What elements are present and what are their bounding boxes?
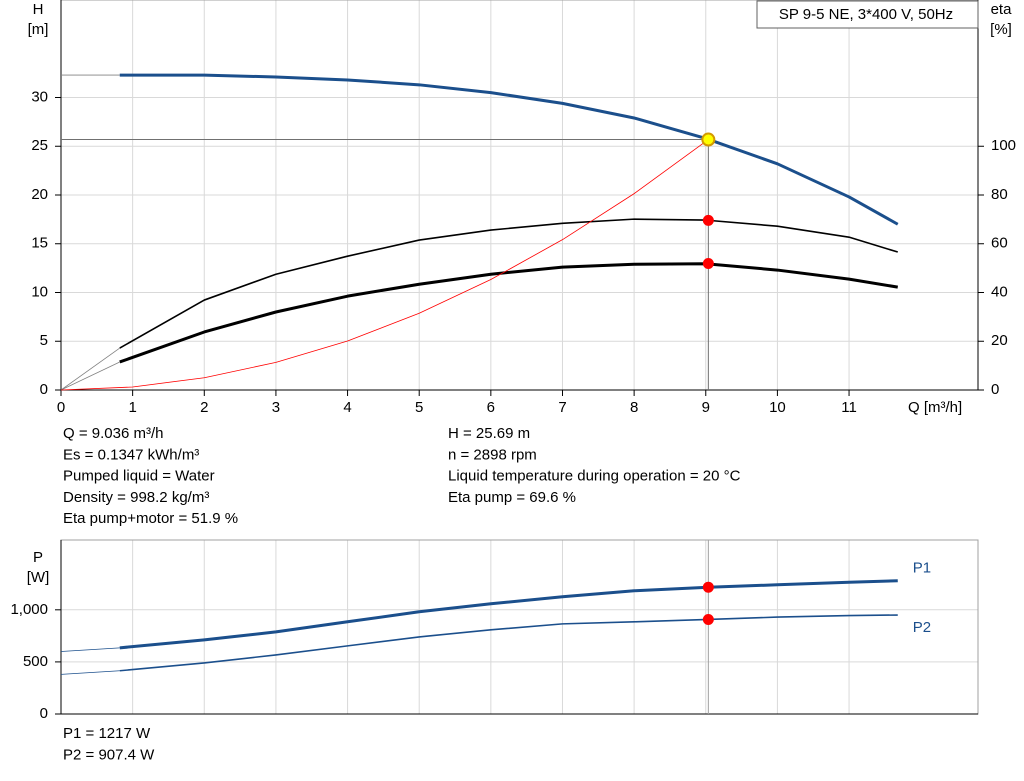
info-text: Q = 9.036 m³/h bbox=[63, 425, 163, 442]
curve bbox=[60, 139, 709, 391]
x-tick-label: 3 bbox=[272, 399, 280, 416]
y-tick-label: 5 bbox=[40, 332, 48, 349]
y2-tick-label: 100 bbox=[991, 137, 1016, 154]
operating-point bbox=[702, 214, 714, 226]
info-text: P1 = 1217 W bbox=[63, 725, 151, 742]
x-tick-label: 0 bbox=[57, 399, 65, 416]
x-axis-label: Q [m³/h] bbox=[908, 399, 962, 416]
info-text: n = 2898 rpm bbox=[448, 446, 537, 463]
y-tick-label: 500 bbox=[23, 653, 48, 670]
curve bbox=[119, 614, 898, 672]
x-tick-label: 5 bbox=[415, 399, 423, 416]
info-text: P2 = 907.4 W bbox=[63, 746, 155, 763]
curve bbox=[60, 670, 120, 675]
info-text: Eta pump = 69.6 % bbox=[448, 489, 576, 506]
y-tick-label: 0 bbox=[40, 705, 48, 722]
curve bbox=[119, 218, 898, 349]
x-tick-label: 8 bbox=[630, 399, 638, 416]
y-tick-label: 20 bbox=[31, 186, 48, 203]
operating-point bbox=[702, 581, 714, 593]
y-tick-label: 0 bbox=[40, 381, 48, 398]
y-tick-label: 10 bbox=[31, 283, 48, 300]
y2-tick-label: 0 bbox=[991, 381, 999, 398]
title-box bbox=[756, 0, 979, 29]
y-tick-label: 30 bbox=[31, 88, 48, 105]
info-text: Pumped liquid = Water bbox=[63, 468, 215, 485]
x-tick-label: 6 bbox=[487, 399, 495, 416]
series-label: P2 bbox=[913, 619, 931, 636]
y-axis-label: P bbox=[33, 549, 43, 566]
y2-tick-label: 20 bbox=[991, 332, 1008, 349]
curve bbox=[60, 347, 120, 391]
x-tick-label: 2 bbox=[200, 399, 208, 416]
x-tick-label: 7 bbox=[558, 399, 566, 416]
series-label: P1 bbox=[913, 560, 931, 577]
y2-tick-label: 60 bbox=[991, 235, 1008, 252]
curve bbox=[60, 647, 120, 652]
y-axis-label: [m] bbox=[28, 21, 49, 38]
info-text: Density = 998.2 kg/m³ bbox=[63, 489, 209, 506]
x-tick-label: 11 bbox=[841, 399, 857, 416]
y-tick-label: 1,000 bbox=[10, 601, 48, 618]
x-tick-label: 10 bbox=[769, 399, 786, 416]
curve bbox=[119, 579, 898, 650]
y2-tick-label: 80 bbox=[991, 186, 1008, 203]
x-tick-label: 9 bbox=[702, 399, 710, 416]
y2-axis-label: [%] bbox=[990, 21, 1012, 38]
curve bbox=[119, 262, 899, 364]
curve bbox=[60, 361, 120, 391]
operating-point bbox=[702, 613, 714, 625]
operating-point bbox=[702, 257, 714, 269]
curve bbox=[119, 73, 899, 226]
info-text: Eta pump+motor = 51.9 % bbox=[63, 510, 238, 527]
chart-title: SP 9-5 NE, 3*400 V, 50Hz bbox=[779, 6, 953, 23]
y-axis-label: H bbox=[33, 1, 44, 18]
info-text: Es = 0.1347 kWh/m³ bbox=[63, 446, 199, 463]
x-tick-label: 1 bbox=[128, 399, 136, 416]
operating-point bbox=[701, 132, 716, 147]
y-tick-label: 25 bbox=[31, 137, 48, 154]
x-tick-label: 4 bbox=[343, 399, 351, 416]
info-text: H = 25.69 m bbox=[448, 425, 530, 442]
info-text: Liquid temperature during operation = 20… bbox=[448, 468, 741, 485]
y2-tick-label: 40 bbox=[991, 283, 1008, 300]
y-axis-label: [W] bbox=[27, 569, 50, 586]
y2-axis-label: eta bbox=[991, 1, 1013, 18]
y-tick-label: 15 bbox=[31, 235, 48, 252]
